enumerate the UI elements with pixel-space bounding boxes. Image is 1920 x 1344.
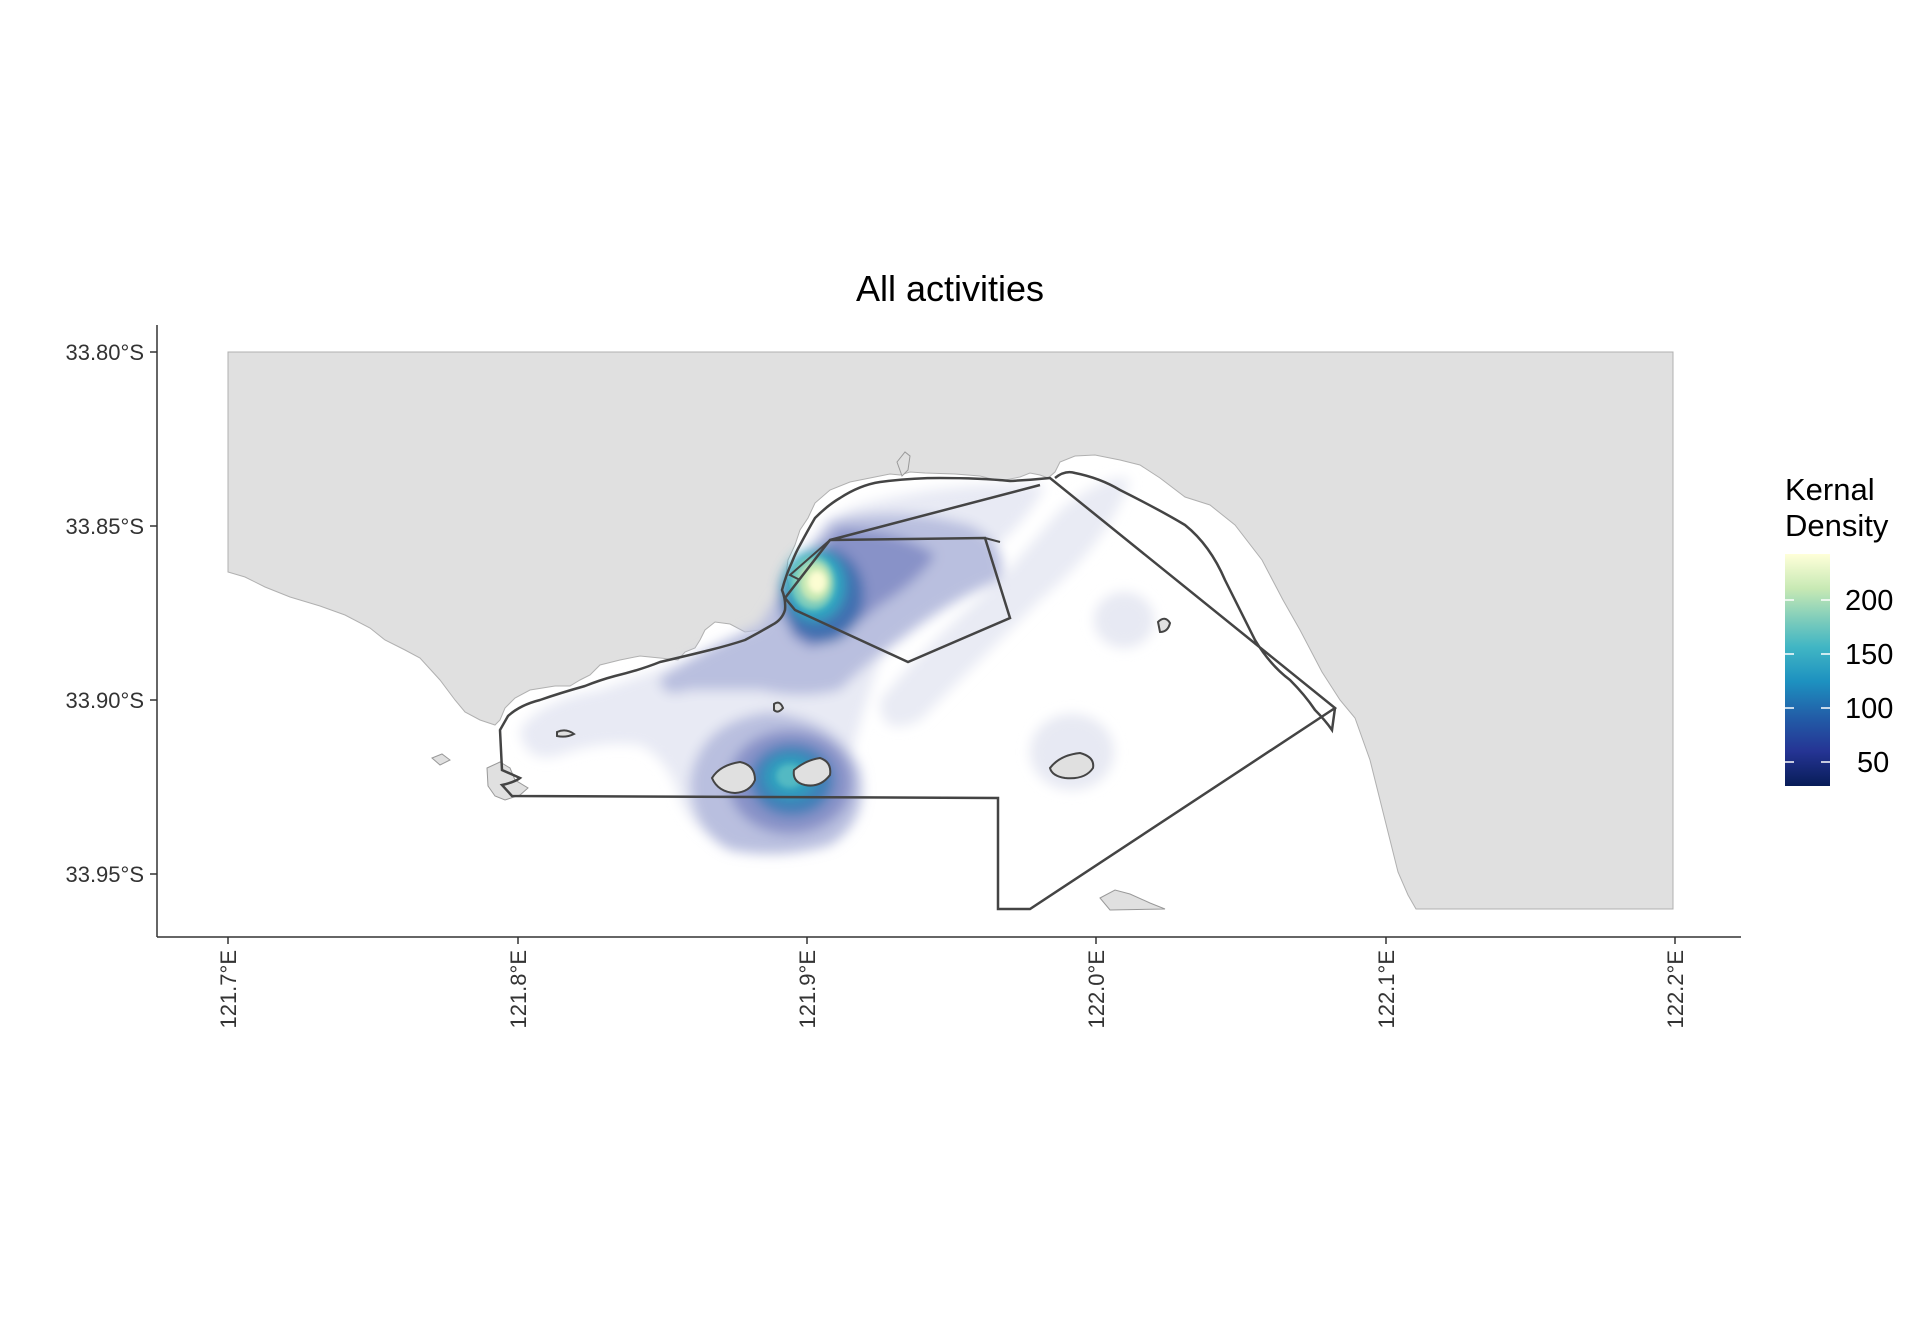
legend-title-line2: Density bbox=[1785, 508, 1889, 543]
island-west-2 bbox=[431, 753, 451, 766]
legend-title-line1: Kernal bbox=[1785, 472, 1875, 507]
y-tick-label: 33.95°S bbox=[65, 862, 144, 887]
land-mainland bbox=[227, 351, 1674, 910]
island-central-west bbox=[710, 760, 757, 795]
legend-tick-label: 150 bbox=[1845, 639, 1893, 671]
marine-park-boundary bbox=[498, 470, 1338, 911]
chart-title: All activities bbox=[856, 268, 1044, 309]
island-south bbox=[1099, 889, 1166, 911]
legend-tick-label: 100 bbox=[1845, 693, 1893, 725]
y-tick-label: 33.80°S bbox=[65, 340, 144, 365]
island-small-2 bbox=[773, 701, 785, 713]
legend-tick-label: 200 bbox=[1845, 585, 1893, 617]
sanctuary-inner-lines bbox=[788, 537, 1001, 581]
legend-colorbar bbox=[1785, 554, 1830, 786]
island-central-east bbox=[792, 756, 832, 787]
y-ticks: 33.80°S 33.85°S 33.90°S 33.95°S bbox=[65, 340, 157, 887]
legend-tick-label: 50 bbox=[1857, 747, 1889, 779]
island-small-1 bbox=[1156, 617, 1172, 634]
x-tick-label: 121.7°E bbox=[216, 950, 241, 1029]
x-tick-label: 121.8°E bbox=[506, 950, 531, 1029]
island-small-3 bbox=[556, 729, 576, 738]
island-west-1 bbox=[486, 761, 529, 801]
x-ticks: 121.7°E 121.8°E 121.9°E 122.0°E 122.1°E … bbox=[216, 937, 1688, 1029]
legend: Kernal Density 200 150 100 50 bbox=[1785, 472, 1893, 786]
x-tick-label: 122.1°E bbox=[1374, 950, 1399, 1029]
y-tick-label: 33.85°S bbox=[65, 514, 144, 539]
x-tick-label: 122.2°E bbox=[1663, 950, 1688, 1029]
y-tick-label: 33.90°S bbox=[65, 688, 144, 713]
island-north bbox=[896, 451, 911, 477]
x-tick-label: 122.0°E bbox=[1084, 950, 1109, 1029]
island-east bbox=[1048, 751, 1095, 780]
x-tick-label: 121.9°E bbox=[795, 950, 820, 1029]
